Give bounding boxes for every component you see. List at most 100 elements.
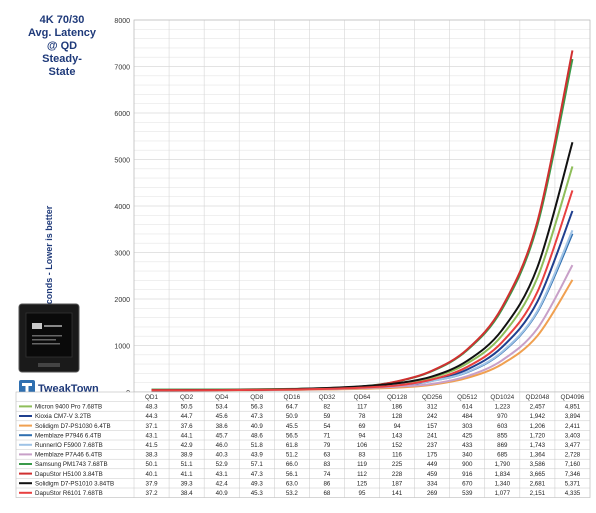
x-tick-label: QD128 — [387, 394, 408, 401]
data-label: 43.1 — [216, 471, 229, 478]
data-label: 38.9 — [181, 452, 194, 459]
data-label: 38.6 — [216, 423, 229, 430]
data-label: 1,942 — [530, 413, 546, 420]
data-label: 117 — [357, 404, 367, 411]
x-tick-label: QD256 — [422, 394, 443, 401]
title-line: 4K 70/30 — [39, 14, 85, 26]
data-label: 82 — [323, 404, 330, 411]
data-label: 237 — [427, 442, 438, 449]
data-label: 900 — [462, 461, 473, 468]
series-layer — [151, 50, 574, 392]
x-tick-label: QD2 — [180, 394, 194, 401]
data-label: 685 — [497, 452, 508, 459]
data-label: 39.3 — [181, 480, 194, 487]
data-label: 1,206 — [530, 423, 546, 430]
data-label: 59 — [323, 413, 330, 420]
data-label: 61.8 — [286, 442, 299, 449]
y-tick-label: 8000 — [114, 18, 130, 25]
data-label: 334 — [427, 480, 438, 487]
data-label: 3,665 — [530, 471, 546, 478]
legend-entry: Solidigm D7-PS1010 3.84TB — [35, 480, 114, 487]
data-label: 269 — [427, 490, 438, 497]
grid-layer — [133, 19, 591, 393]
series-line-4 — [151, 233, 574, 391]
data-label: 52.9 — [216, 461, 229, 468]
data-label: 40.9 — [251, 423, 264, 430]
data-label: 42.4 — [216, 480, 229, 487]
data-label: 484 — [462, 413, 473, 420]
data-label: 2,151 — [530, 490, 546, 497]
data-label: 45.7 — [216, 432, 229, 439]
data-label: 2,728 — [565, 452, 581, 459]
data-label: 1,720 — [530, 432, 546, 439]
data-label: 670 — [462, 480, 473, 487]
data-label: 83 — [323, 461, 330, 468]
data-label: 3,894 — [565, 413, 581, 420]
data-label: 5,371 — [565, 480, 581, 487]
data-label: 68 — [323, 490, 330, 497]
title-line: Steady- — [42, 53, 82, 65]
data-label: 50.1 — [146, 461, 159, 468]
data-label: 44.1 — [181, 432, 194, 439]
data-label: 225 — [392, 461, 403, 468]
axis-layer: 010002000300040005000600070008000 — [114, 18, 130, 397]
data-label: 94 — [394, 423, 401, 430]
data-label: 1,077 — [495, 490, 511, 497]
data-label: 106 — [357, 442, 368, 449]
data-label: 303 — [462, 423, 473, 430]
data-label: 50.9 — [286, 413, 299, 420]
data-label: 7,160 — [565, 461, 581, 468]
x-tick-label: QD16 — [283, 394, 300, 401]
table-border — [15, 391, 591, 498]
data-label: 970 — [497, 413, 508, 420]
x-tick-label: QD32 — [319, 394, 336, 401]
data-label: 40.9 — [216, 490, 229, 497]
x-tick-label: QD8 — [250, 394, 264, 401]
data-label: 425 — [462, 432, 473, 439]
data-label: 116 — [392, 452, 402, 459]
x-tick-label: QD1024 — [490, 394, 514, 401]
data-label: 86 — [323, 480, 330, 487]
y-tick-label: 2000 — [114, 297, 130, 304]
data-label: 69 — [359, 423, 366, 430]
data-label: 175 — [427, 452, 438, 459]
data-label: 43.1 — [146, 432, 159, 439]
data-label: 40.3 — [216, 452, 229, 459]
data-label: 1,790 — [495, 461, 511, 468]
y-tick-label: 5000 — [114, 158, 130, 165]
data-label: 312 — [427, 404, 438, 411]
data-label: 37.6 — [181, 423, 194, 430]
data-label: 37.2 — [146, 490, 159, 497]
data-label: 51.2 — [286, 452, 299, 459]
data-label: 48.6 — [251, 432, 264, 439]
data-label: 4,335 — [565, 490, 581, 497]
data-label: 187 — [392, 480, 403, 487]
data-label: 855 — [497, 432, 508, 439]
data-label: 119 — [357, 461, 367, 468]
data-label: 78 — [359, 413, 366, 420]
data-label: 45.3 — [251, 490, 264, 497]
data-label: 56.1 — [286, 471, 299, 478]
data-label: 449 — [427, 461, 438, 468]
x-tick-label: QD4 — [215, 394, 229, 401]
y-tick-label: 3000 — [114, 251, 130, 258]
data-label: 44.3 — [146, 413, 159, 420]
legend-entry: Samsung PM1743 7.68TB — [35, 461, 108, 468]
data-label: 47.3 — [251, 471, 264, 478]
title-line: @ QD — [46, 40, 78, 52]
legend-entry: Memblaze P7946 6.4TB — [35, 432, 101, 439]
data-label: 4,851 — [565, 404, 581, 411]
data-label: 46.0 — [216, 442, 229, 449]
data-label: 37.9 — [146, 480, 159, 487]
data-label: 38.3 — [146, 452, 159, 459]
data-label: 51.8 — [251, 442, 264, 449]
data-label: 74 — [323, 471, 330, 478]
x-tick-label: QD512 — [457, 394, 478, 401]
data-label: 64.7 — [286, 404, 299, 411]
data-label: 1,834 — [495, 471, 511, 478]
data-label: 44.7 — [181, 413, 194, 420]
x-tick-label: QD2048 — [525, 394, 549, 401]
data-label: 83 — [359, 452, 366, 459]
data-table: QD1 QD2 QD4 QD8 QD16 QD32 QD64 QD128 QD256 QD512 Q… — [15, 391, 591, 498]
data-label: 228 — [392, 471, 403, 478]
